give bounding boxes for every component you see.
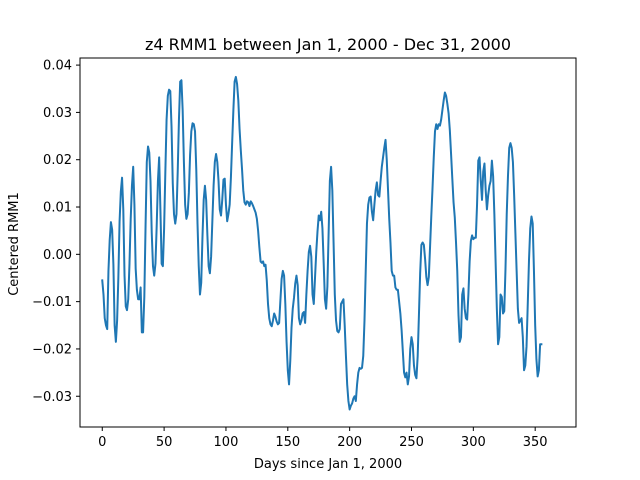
series-line-0	[101, 75, 543, 411]
y-tick-label: 0.02	[43, 153, 72, 168]
x-tick-label: 350	[523, 435, 548, 450]
x-tick-label: 100	[214, 435, 239, 450]
chart-title: z4 RMM1 between Jan 1, 2000 - Dec 31, 20…	[145, 35, 511, 54]
x-tick-label: 300	[461, 435, 486, 450]
y-tick-label: 0.01	[43, 201, 72, 216]
x-tick-label: 200	[337, 435, 362, 450]
plot-frame	[79, 57, 577, 428]
y-axis-label: Centered RMM1	[7, 192, 22, 296]
y-tick-label: 0.00	[43, 248, 72, 263]
y-tick-label: −0.02	[32, 342, 72, 357]
x-tick-label: 150	[275, 435, 300, 450]
y-tick-label: −0.03	[32, 390, 72, 405]
y-tick-label: −0.01	[32, 295, 72, 310]
y-tick-label: 0.03	[43, 106, 72, 121]
x-tick-label: 250	[399, 435, 424, 450]
x-axis-label: Days since Jan 1, 2000	[254, 457, 402, 472]
y-tick-label: 0.04	[43, 59, 72, 74]
x-tick-label: 50	[156, 435, 173, 450]
x-tick-label: 0	[98, 435, 106, 450]
